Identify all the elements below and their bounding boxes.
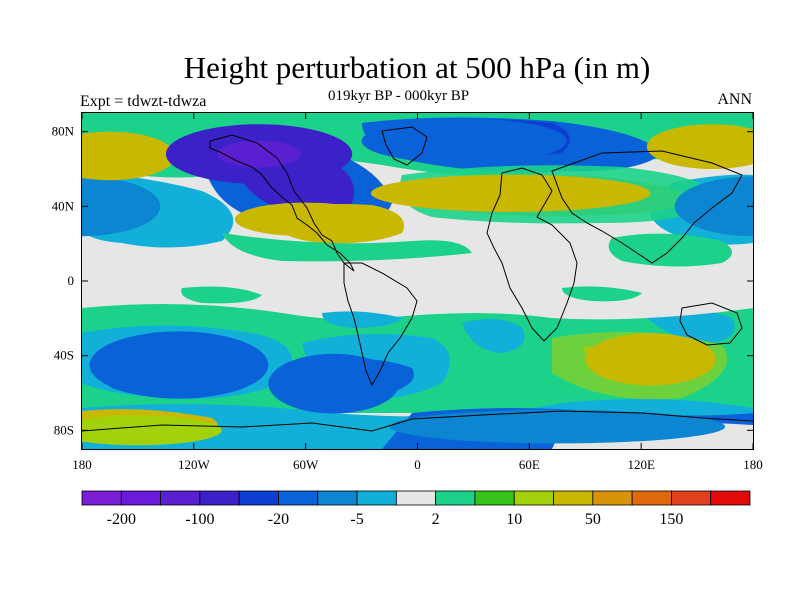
colorbar-label: -20	[268, 511, 289, 528]
colorbar-swatch	[513, 490, 554, 506]
field-core-5	[361, 118, 567, 164]
field-core-1	[82, 176, 161, 237]
band-tropical-green-blob2	[562, 286, 642, 302]
band-tropics-light	[82, 259, 753, 320]
colorbar-swatch	[435, 490, 476, 506]
experiment-label: Expt = tdwzt-tdwza	[80, 93, 207, 110]
coastlines	[82, 126, 753, 432]
coast-south-america	[343, 262, 418, 387]
band-subtropic-green	[222, 233, 472, 262]
colorbar-swatch	[631, 490, 672, 506]
colorbar-label: -200	[107, 511, 136, 528]
map-subtitle: 019kyr BP - 000kyr BP	[328, 88, 470, 104]
colorbar-label: 50	[585, 511, 601, 528]
colorbar-swatch	[710, 490, 751, 506]
coast-asia	[551, 150, 743, 264]
band-indian-cyan	[462, 319, 525, 353]
coast-greenland	[381, 126, 428, 166]
lon-tick-label: 180	[72, 457, 92, 472]
colorbar-swatch	[120, 490, 161, 506]
map-title: Height perturbation at 500 hPa (in m)	[183, 50, 651, 85]
field-core-10	[585, 333, 716, 386]
colorbar-swatch	[278, 490, 319, 506]
field-core-12	[389, 409, 726, 444]
colorbar-label: -5	[350, 511, 363, 528]
colorbar-label: 150	[659, 511, 683, 528]
lat-tick-label: 0	[68, 273, 75, 288]
band-pacific-cyan-tropics	[322, 311, 402, 328]
field-core-2	[82, 131, 176, 181]
colorbar-label: 10	[506, 511, 522, 528]
field-core-inner-4	[217, 140, 302, 168]
lat-tick-label: 80N	[52, 124, 75, 139]
lat-tick-label: 40N	[52, 198, 75, 213]
band-australia-cyan	[642, 309, 735, 343]
colorbar-swatch	[671, 490, 712, 506]
lat-tick-label: 40S	[54, 348, 74, 363]
coast-europe-africa	[486, 167, 578, 342]
coast-antarctica	[82, 410, 753, 432]
contour-map	[82, 113, 753, 449]
coast-north-america	[209, 134, 355, 272]
colorbar-swatch	[356, 490, 397, 506]
field-core-9	[268, 353, 399, 414]
contour-cores	[82, 118, 753, 446]
colorbar-swatch	[474, 490, 515, 506]
season-label: ANN	[717, 91, 752, 108]
lat-tick-label: 80S	[54, 422, 74, 437]
map-plot-area	[81, 112, 754, 450]
field-core-7	[370, 174, 651, 212]
colorbar-swatch	[160, 490, 201, 506]
field-core-6	[234, 202, 377, 237]
colorbar: -200 -100 -20 -5 2 10 50 150	[81, 490, 751, 528]
lon-tick-label: 60E	[519, 457, 540, 472]
colorbar-swatch	[238, 490, 279, 506]
colorbar-label: 2	[432, 511, 440, 528]
band-tropical-green-blob1	[181, 286, 262, 304]
lon-tick-label: 120E	[627, 457, 655, 472]
colorbar-label: -100	[185, 511, 214, 528]
colorbar-swatch	[81, 490, 122, 506]
lon-tick-label: 180	[743, 457, 763, 472]
lon-tick-label: 120W	[178, 457, 211, 472]
colorbar-swatch	[199, 490, 240, 506]
field-core-8	[89, 331, 269, 399]
colorbar-swatch	[395, 490, 437, 506]
field-core-11	[82, 415, 222, 446]
colorbar-swatch	[592, 490, 633, 506]
lon-tick-label: 60W	[293, 457, 319, 472]
colorbar-swatch	[553, 490, 594, 506]
colorbar-swatch	[317, 490, 358, 506]
coast-australia	[679, 302, 743, 346]
lon-tick-label: 0	[414, 457, 421, 472]
field-core-3	[646, 124, 753, 169]
